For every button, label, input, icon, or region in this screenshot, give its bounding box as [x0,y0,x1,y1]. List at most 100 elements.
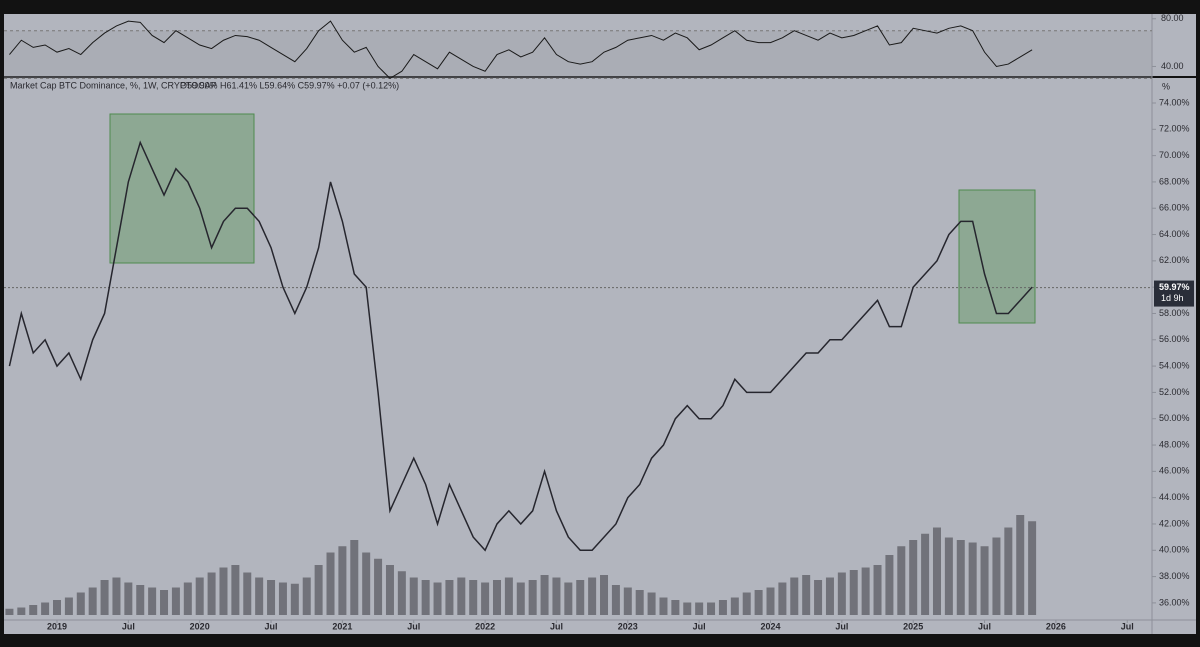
volume-bar [588,577,597,615]
volume-bar [659,597,668,615]
rsi-tick-label: 80.00 [1161,13,1184,23]
price-line-series [8,140,1033,552]
volume-bar [183,582,192,615]
x-tick-label: Jul [835,621,848,631]
volume-bar [1004,527,1013,615]
volume-bar [231,565,240,615]
volume-bar [528,580,537,615]
volume-bar [326,552,335,615]
x-tick-label: 2021 [332,621,352,631]
volume-bar [457,577,466,615]
volume-bar [849,570,858,615]
volume-bar [623,587,632,615]
volume-bar [873,565,882,615]
volume-bar [504,577,513,615]
y-tick-label: 66.00% [1159,203,1190,213]
volume-bar [932,527,941,615]
x-tick-label: Jul [265,621,278,631]
x-tick-label: Jul [550,621,563,631]
volume-bar [944,537,953,615]
volume-bar [409,577,418,615]
volume-bar [338,546,347,615]
volume-bar [76,592,85,615]
volume-bar [421,580,430,615]
x-tick-label: Jul [693,621,706,631]
volume-bar [718,600,727,615]
x-tick-label: Jul [122,621,135,631]
rsi-panel [4,14,1196,76]
volume-bar [540,575,549,615]
volume-bar [171,587,180,615]
volume-bar [778,582,787,615]
volume-bar [290,583,299,615]
volume-bar [88,587,97,615]
y-tick-label: 48.00% [1159,439,1190,449]
volume-bar [314,565,323,615]
price-badge [1154,280,1194,307]
y-tick-label: 56.00% [1159,334,1190,344]
volume-bar [754,590,763,615]
x-tick-label: 2023 [618,621,638,631]
rsi-band [4,30,1152,79]
volume-bar [552,577,561,615]
volume-bar [112,577,121,615]
volume-bar [302,577,311,615]
y-tick-label: 46.00% [1159,466,1190,476]
volume-bar [635,590,644,615]
y-tick-label: 68.00% [1159,176,1190,186]
y-tick-label: 54.00% [1159,360,1190,370]
volume-bar [897,546,906,615]
volume-bar [885,555,894,615]
y-tick-label: 40.00% [1159,545,1190,555]
volume-bar [766,587,775,615]
y-tick-label: 72.00% [1159,124,1190,134]
volume-bar [695,602,704,615]
volume-bar [5,608,14,615]
x-tick-label: 2019 [47,621,67,631]
volume-bar [124,582,133,615]
volume-bar [481,582,490,615]
volume-bar [671,600,680,615]
y-tick-label: 64.00% [1159,229,1190,239]
rsi-line [9,20,1033,80]
volume-bar [433,582,442,615]
volume-bar [611,585,620,615]
highlight-box [958,189,1036,324]
volume-bar [683,602,692,615]
volume-bar [53,600,61,615]
volume-bar [64,597,73,615]
volume-bar [516,582,525,615]
volume-bar [160,590,169,615]
volume-bar [837,572,846,615]
unit-label: % [1162,81,1170,91]
volume-bar [707,602,716,615]
volume-bar [1016,515,1025,615]
volume-bar [647,592,656,615]
y-tick-label: 50.00% [1159,413,1190,423]
volume-bar [790,577,799,615]
volume-bar [956,540,965,615]
volume-bar [600,575,609,615]
volume-bar [742,592,751,615]
volume-bar [992,537,1001,615]
x-tick-label: 2026 [1046,621,1066,631]
volume-bar [861,567,870,615]
volume-bar [909,540,918,615]
volume-bar [374,558,383,615]
volume-bar [445,580,454,615]
price-label: 59.97% [1159,282,1190,292]
volume-bar [100,580,109,615]
volume-bar [469,580,478,615]
x-tick-label: Jul [978,621,991,631]
volume-bar [243,572,252,615]
volume-bar [921,533,930,615]
volume-bar [730,597,739,615]
ohlc-readout: O59.90% H61.41% L59.64% C59.97% +0.07 (+… [180,80,399,90]
volume-bar [207,572,216,615]
y-tick-label: 58.00% [1159,308,1190,318]
volume-bar [255,577,264,615]
volume-bar [564,582,573,615]
y-tick-label: 62.00% [1159,255,1190,265]
